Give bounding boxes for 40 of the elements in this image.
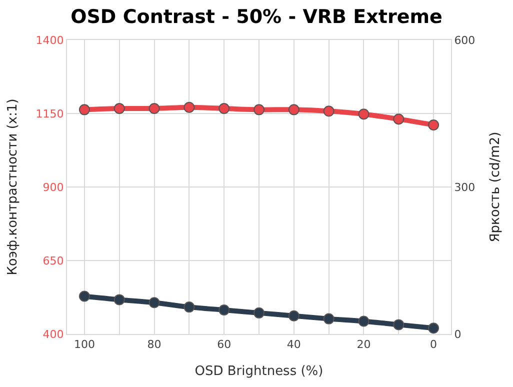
point xyxy=(148,103,160,114)
y-axis-title: Коэф.контрастности (x:1) xyxy=(6,98,21,276)
chart-title: OSD Contrast - 50% - VRB Extreme xyxy=(70,6,442,28)
point xyxy=(218,304,230,316)
y-tick-label: 650 xyxy=(42,254,64,268)
y2-axis-title: Яркость (cd/m2) xyxy=(488,132,503,242)
x-tick-label: 20 xyxy=(356,338,371,352)
x-tick-label: 0 xyxy=(430,338,438,352)
y-tick-label: 1400 xyxy=(36,34,64,47)
point xyxy=(78,290,90,302)
point xyxy=(358,108,370,120)
x-tick-label: 80 xyxy=(147,338,162,352)
x-axis-title: OSD Brightness (%) xyxy=(194,364,324,379)
point xyxy=(148,297,160,308)
x-tick-label: 100 xyxy=(74,338,95,352)
x-tick-label: 40 xyxy=(286,338,301,352)
y-tick-label: 900 xyxy=(42,180,64,194)
point xyxy=(254,104,264,116)
y2-tick-label: 300 xyxy=(454,180,476,194)
y-tick-label: 400 xyxy=(42,328,64,341)
y2-tick-label: 600 xyxy=(454,34,476,47)
point xyxy=(218,103,230,114)
point xyxy=(184,102,195,113)
point xyxy=(114,103,125,114)
point xyxy=(428,322,440,334)
point xyxy=(184,302,195,313)
point xyxy=(78,104,90,116)
point xyxy=(288,104,300,116)
point xyxy=(323,106,334,117)
point xyxy=(358,316,370,327)
y-tick-label: 1150 xyxy=(36,107,64,120)
point xyxy=(323,313,334,324)
point xyxy=(288,310,300,322)
y2-tick-label: 0 xyxy=(454,328,462,341)
point xyxy=(254,307,264,318)
point xyxy=(428,119,440,130)
point xyxy=(393,114,404,125)
point xyxy=(114,294,125,306)
point xyxy=(393,319,404,330)
x-tick-label: 60 xyxy=(217,338,232,352)
